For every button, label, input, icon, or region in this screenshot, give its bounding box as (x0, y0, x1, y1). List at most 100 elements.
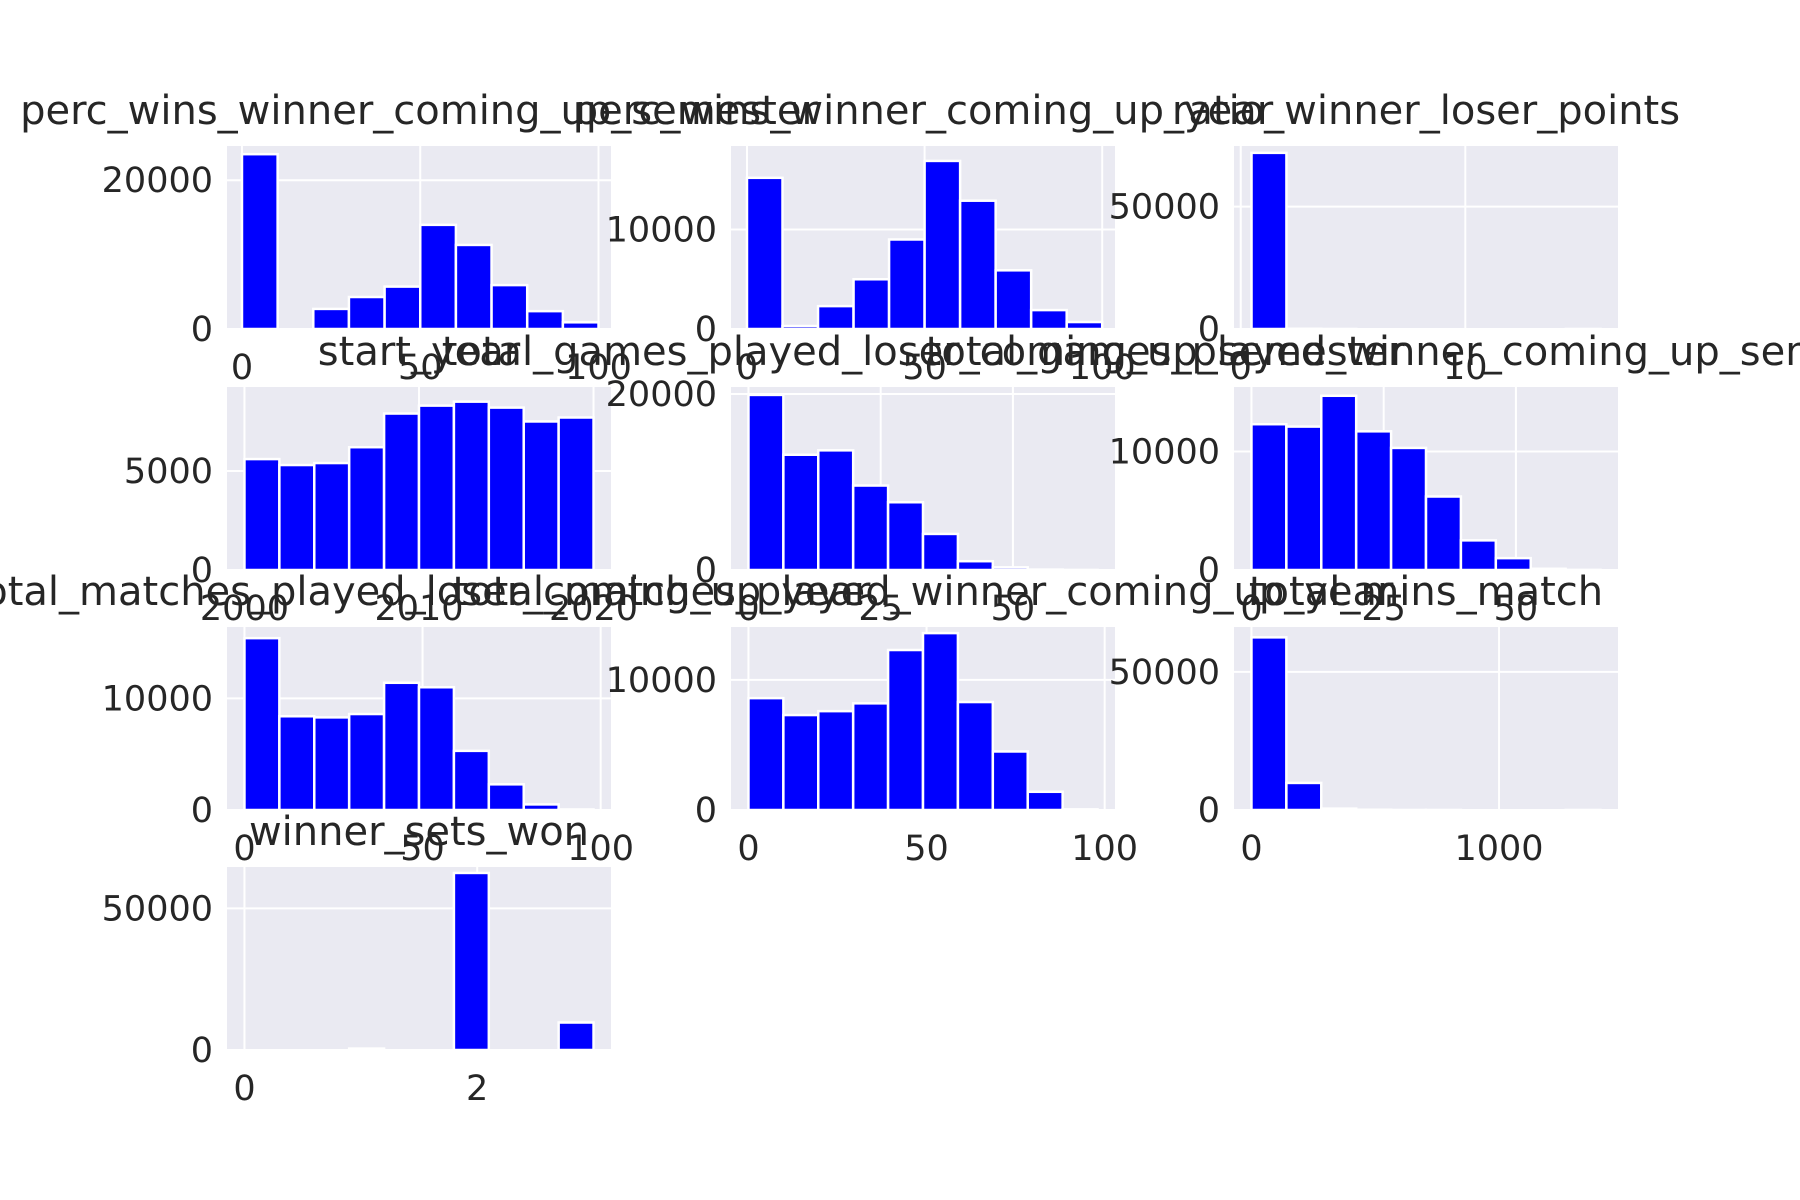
bar (347, 295, 386, 331)
bar (383, 285, 422, 331)
plot-background (1234, 146, 1618, 329)
bar (817, 709, 855, 812)
subplot: 0 50 100 0 20000 (102, 146, 632, 388)
bar (817, 449, 855, 572)
x-tick-label: 0 (1240, 829, 1262, 869)
x-tick-label: 50 (1494, 589, 1539, 629)
bar (1354, 430, 1393, 572)
bar (782, 453, 820, 572)
bar (243, 457, 281, 572)
bar (382, 412, 421, 572)
x-tick-label: 2020 (549, 589, 638, 629)
x-tick-label: 100 (1069, 348, 1136, 388)
bar (921, 631, 960, 812)
plot-background (227, 867, 611, 1050)
bar (1061, 808, 1099, 812)
y-tick-label: 0 (1198, 310, 1220, 350)
bar (956, 559, 995, 572)
bar (313, 461, 351, 572)
subplot-title: total_games_played_winner_coming_up_seme… (926, 329, 1800, 375)
subplot-title: total_matches_played_loser_coming_up_yea… (0, 569, 871, 615)
y-tick-label: 0 (1198, 551, 1220, 591)
bar (382, 681, 421, 812)
bar (747, 393, 785, 572)
bar (887, 238, 926, 331)
bar (851, 702, 890, 812)
bar (1026, 790, 1064, 812)
bar (490, 283, 529, 331)
x-tick-label: 0 (233, 829, 255, 869)
x-tick-label: 0 (737, 829, 759, 869)
bar (956, 700, 995, 812)
y-tick-label: 20000 (102, 161, 213, 201)
x-tick-label: 10 (1443, 348, 1488, 388)
subplot-title: total_games_played_loser_coming_up_semes… (442, 329, 1405, 375)
bar (452, 400, 491, 572)
x-tick-label: 0 (737, 589, 759, 629)
bar (278, 715, 316, 812)
y-tick-label: 10000 (1109, 432, 1220, 472)
y-tick-label: 0 (695, 551, 717, 591)
bar (1065, 320, 1104, 331)
x-tick-label: 50 (991, 589, 1036, 629)
y-tick-label: 5000 (124, 452, 213, 492)
bar (886, 648, 925, 812)
x-tick-label: 100 (565, 348, 632, 388)
bar (557, 416, 595, 572)
subplot: 0 25 50 0 20000 (606, 375, 1115, 629)
y-tick-label: 20000 (606, 375, 717, 415)
bar (747, 696, 785, 812)
x-tick-label: 2010 (374, 589, 463, 629)
bar (240, 152, 279, 331)
bar (1029, 308, 1068, 331)
x-tick-label: 50 (902, 348, 947, 388)
subplot-title: perc_wins_winner_coming_up_semester (20, 88, 818, 134)
x-tick-label: 25 (858, 589, 903, 629)
x-tick-label: 100 (1071, 829, 1138, 869)
y-tick-label: 0 (191, 310, 213, 350)
bar (816, 304, 855, 331)
subplot: 0 10 0 50000 (1109, 146, 1618, 388)
y-tick-label: 10000 (102, 679, 213, 719)
y-tick-label: 0 (191, 791, 213, 831)
bar (417, 404, 456, 572)
y-tick-label: 50000 (1109, 653, 1220, 693)
bar (1320, 807, 1358, 812)
x-tick-label: 1000 (1454, 829, 1543, 869)
bar (525, 309, 565, 331)
y-tick-label: 50000 (102, 889, 213, 929)
bar (418, 223, 458, 331)
x-tick-label: 0 (1230, 348, 1252, 388)
bar (452, 871, 491, 1052)
bar (1285, 781, 1323, 812)
bar (852, 278, 891, 331)
bar (243, 636, 281, 812)
y-tick-label: 0 (695, 791, 717, 831)
bar (561, 321, 600, 331)
bar (312, 307, 351, 331)
bar (994, 269, 1033, 331)
y-tick-label: 0 (695, 310, 717, 350)
subplot-title: total_mins_match (1249, 569, 1603, 615)
x-tick-label: 0 (1240, 589, 1262, 629)
bar (745, 176, 784, 331)
x-tick-label: 0 (736, 348, 758, 388)
x-tick-label: 25 (1361, 589, 1406, 629)
y-tick-label: 10000 (606, 211, 717, 251)
bar (347, 445, 386, 572)
bar (417, 686, 456, 812)
bar (1494, 556, 1532, 572)
y-tick-label: 0 (1198, 791, 1220, 831)
subplot-title: start_year (318, 329, 521, 375)
bar (1389, 446, 1428, 572)
y-tick-label: 0 (191, 551, 213, 591)
x-tick-label: 0 (233, 1069, 255, 1109)
bar (278, 463, 316, 572)
x-tick-label: 50 (400, 829, 445, 869)
y-tick-label: 50000 (1109, 188, 1220, 228)
bar (522, 803, 560, 812)
subplot: 0 50 100 0 10000 (102, 627, 634, 869)
x-tick-label: 100 (567, 829, 634, 869)
